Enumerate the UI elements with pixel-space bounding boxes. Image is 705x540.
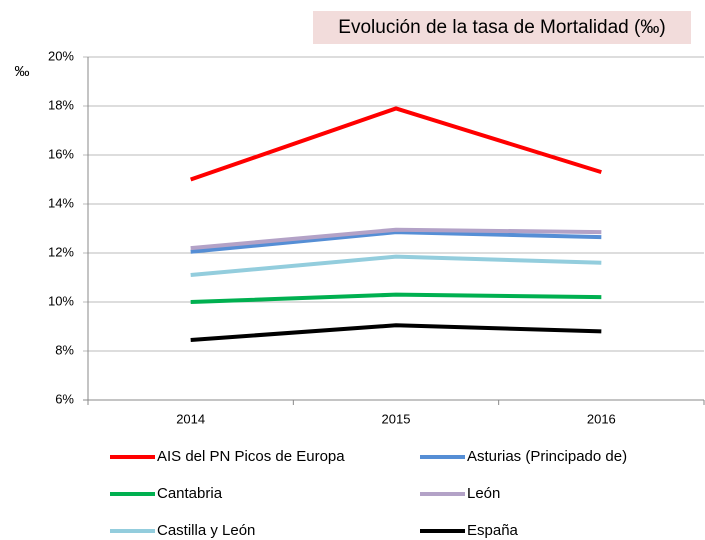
legend-label: Asturias (Principado de) [467, 448, 627, 465]
series-line [190, 230, 602, 254]
legend-label: España [467, 522, 519, 539]
series-line [190, 106, 602, 182]
series-line [190, 292, 602, 304]
y-axis-label: ‰ [15, 63, 30, 80]
y-tick-label: 18% [48, 97, 74, 112]
chart-title: Evolución de la tasa de Mortalidad (‰) [338, 17, 665, 38]
y-tick-label: 12% [48, 244, 74, 259]
series-line [190, 323, 602, 342]
legend-label: Castilla y León [157, 522, 255, 539]
title-background [313, 11, 691, 44]
series-line [190, 254, 602, 278]
y-tick-label: 10% [48, 293, 74, 308]
y-tick-label: 6% [55, 391, 74, 406]
legend-label: AIS del PN Picos de Europa [157, 448, 345, 465]
y-tick-label: 20% [48, 48, 74, 63]
y-tick-label: 14% [48, 195, 74, 210]
legend-label: León [467, 485, 500, 502]
y-tick-label: 16% [48, 146, 74, 161]
x-tick-label: 2016 [587, 411, 616, 426]
series-line [190, 227, 602, 251]
x-tick-label: 2015 [382, 411, 411, 426]
legend-label: Cantabria [157, 485, 223, 502]
x-tick-label: 2014 [176, 411, 205, 426]
y-tick-label: 8% [55, 342, 74, 357]
